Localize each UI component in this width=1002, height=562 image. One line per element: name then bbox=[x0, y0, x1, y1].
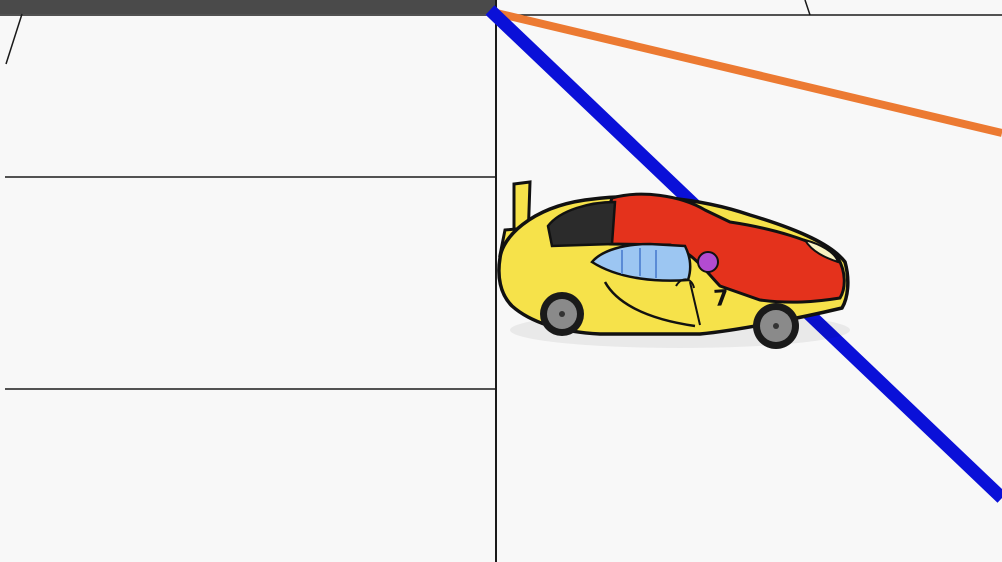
rear-wheel bbox=[540, 292, 584, 336]
orange-line bbox=[491, 8, 1002, 137]
front-hub bbox=[773, 323, 779, 329]
side-window bbox=[590, 242, 692, 282]
livery-number: 7 bbox=[713, 286, 730, 312]
door-seam bbox=[689, 281, 701, 326]
top-bar bbox=[0, 0, 497, 14]
rear-cage bbox=[546, 200, 617, 248]
rear-hub bbox=[559, 311, 565, 317]
panel-line-tick-top bbox=[804, 0, 811, 16]
panel-line-diagonal-left bbox=[5, 13, 23, 65]
side-mirror bbox=[675, 278, 695, 289]
race-car[interactable]: 7 bbox=[497, 180, 850, 349]
door-line bbox=[603, 281, 696, 328]
headlight bbox=[802, 238, 840, 264]
driver-helmet bbox=[697, 251, 719, 273]
front-wheel bbox=[753, 303, 799, 349]
